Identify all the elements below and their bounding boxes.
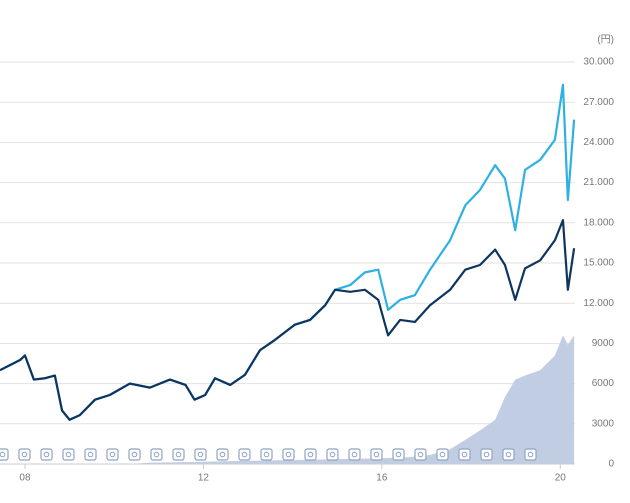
- marker-icon: [348, 448, 361, 461]
- marker-icon: [62, 448, 75, 461]
- marker-dot: [241, 451, 248, 458]
- y-tick-label: 15.000: [583, 258, 614, 269]
- x-tick-label: 16: [376, 473, 388, 484]
- marker-icon: [0, 448, 9, 461]
- marker-dot: [219, 451, 226, 458]
- marker-dot: [395, 451, 402, 458]
- x-tick-label: 12: [198, 473, 210, 484]
- marker-icon: [18, 448, 31, 461]
- marker-icon: [172, 448, 185, 461]
- marker-icon: [480, 448, 493, 461]
- marker-dot: [329, 451, 336, 458]
- line: [0, 219, 576, 421]
- marker-dot: [153, 451, 160, 458]
- marker-dot: [197, 451, 204, 458]
- marker-dot: [505, 451, 512, 458]
- marker-icon: [458, 448, 471, 461]
- y-tick-label: 27.000: [583, 97, 614, 108]
- marker-icon: [502, 448, 515, 461]
- y-tick-label: 0: [608, 459, 614, 470]
- marker-dot: [43, 451, 50, 458]
- marker-icon: [150, 448, 163, 461]
- y-tick-label: 3000: [592, 418, 615, 429]
- y-tick-label: 18.000: [583, 217, 614, 228]
- marker-dot: [21, 451, 28, 458]
- y-tick-label: 12.000: [583, 298, 614, 309]
- marker-icon: [326, 448, 339, 461]
- marker-icon: [304, 448, 317, 461]
- marker-icon: [260, 448, 273, 461]
- marker-dot: [65, 451, 72, 458]
- marker-dot: [461, 451, 468, 458]
- area: [0, 335, 575, 464]
- marker-icon: [238, 448, 251, 461]
- marker-dot: [373, 451, 380, 458]
- y-tick-label: 21.000: [583, 177, 614, 188]
- marker-dot: [307, 451, 314, 458]
- y-tick-label: 24.000: [583, 137, 614, 148]
- marker-icon: [436, 448, 449, 461]
- marker-dot: [263, 451, 270, 458]
- marker-dot: [439, 451, 446, 458]
- marker-dot: [351, 451, 358, 458]
- marker-icon: [216, 448, 229, 461]
- marker-icon: [84, 448, 97, 461]
- marker-dot: [131, 451, 138, 458]
- marker-dot: [527, 451, 534, 458]
- marker-icon: [282, 448, 295, 461]
- marker-icon: [524, 448, 537, 461]
- line: [0, 83, 576, 421]
- marker-icon: [106, 448, 119, 461]
- marker-icon: [40, 448, 53, 461]
- marker-icon: [194, 448, 207, 461]
- marker-dot: [417, 451, 424, 458]
- marker-icon: [414, 448, 427, 461]
- marker-dot: [87, 451, 94, 458]
- marker-icon: [392, 448, 405, 461]
- x-tick-label: 08: [19, 473, 31, 484]
- y-tick-label: 30.000: [583, 57, 614, 68]
- marker-icon: [128, 448, 141, 461]
- marker-dot: [0, 451, 6, 458]
- marker-dot: [109, 451, 116, 458]
- marker-icon: [370, 448, 383, 461]
- marker-dot: [285, 451, 292, 458]
- y-tick-label: 9000: [592, 338, 615, 349]
- x-tick-label: 20: [555, 473, 567, 484]
- y-unit: (円): [597, 35, 614, 46]
- marker-dot: [175, 451, 182, 458]
- marker-row: [0, 448, 537, 461]
- marker-dot: [483, 451, 490, 458]
- y-tick-label: 6000: [592, 378, 615, 389]
